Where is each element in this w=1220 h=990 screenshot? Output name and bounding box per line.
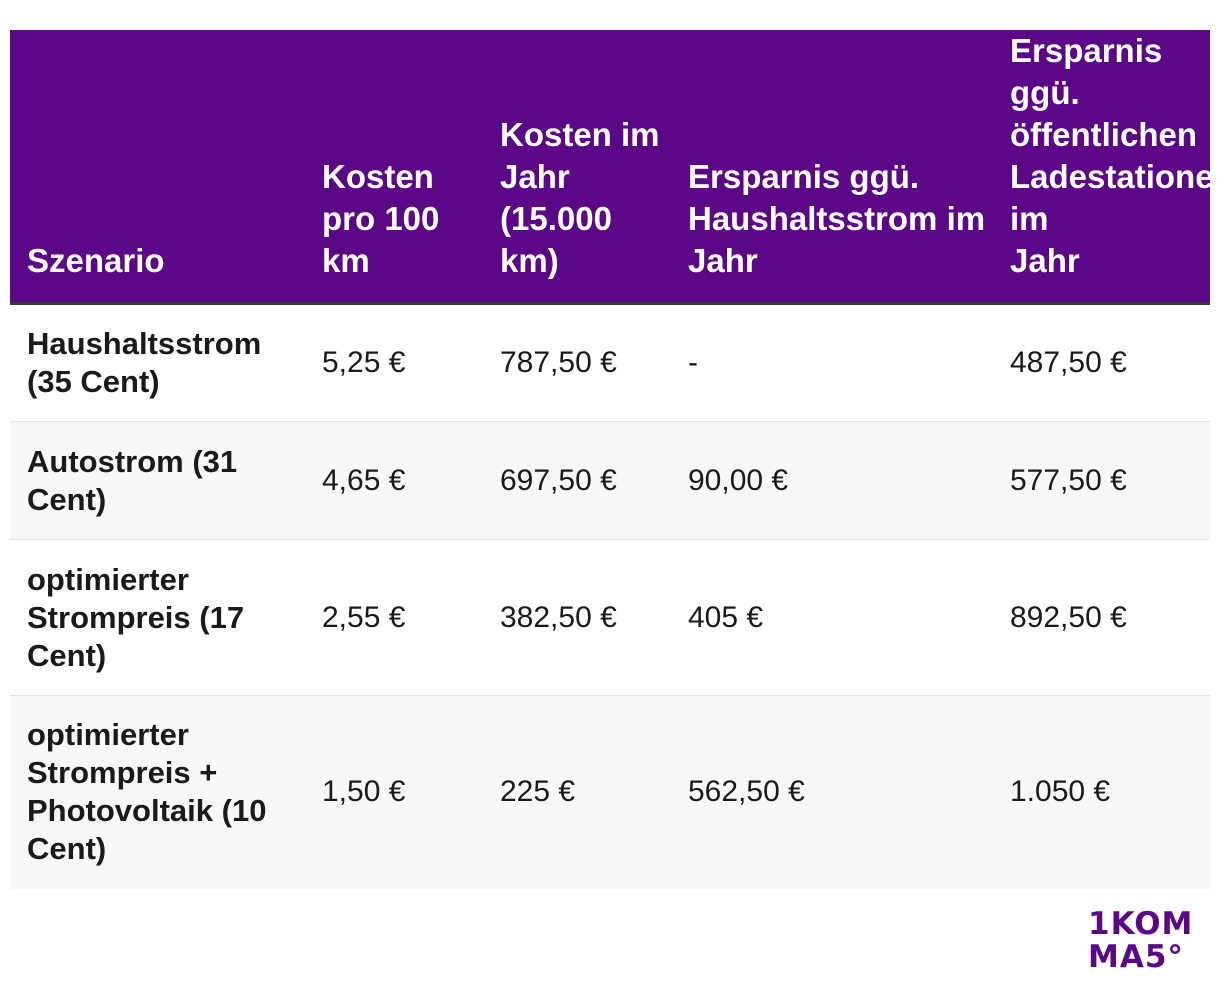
cell-savings-vs-household: - xyxy=(671,303,993,422)
header-row: Szenario Kosten pro 100 km Kosten im Jah… xyxy=(10,30,1210,304)
price-comparison-table-container: Szenario Kosten pro 100 km Kosten im Jah… xyxy=(10,30,1210,889)
cell-savings-vs-household: 90,00 € xyxy=(671,421,993,540)
logo-line-2: MA5° xyxy=(1088,939,1184,975)
cell-cost-per-year: 225 € xyxy=(483,695,671,889)
table-header: Szenario Kosten pro 100 km Kosten im Jah… xyxy=(10,30,1210,304)
cell-scenario: optimierter Strompreis (17 Cent) xyxy=(10,539,305,696)
table-row: optimierter Strompreis + Photovoltaik (1… xyxy=(10,695,1210,889)
cell-savings-vs-public: 577,50 € xyxy=(993,421,1210,540)
cell-cost-per-100km: 4,65 € xyxy=(305,421,483,540)
cell-cost-per-year: 697,50 € xyxy=(483,421,671,540)
cell-savings-vs-public: 892,50 € xyxy=(993,539,1210,696)
header-savings-vs-household: Ersparnis ggü. Haushaltsstrom im Jahr xyxy=(688,158,986,279)
header-cost-per-year: Kosten im Jahr (15.000 km) xyxy=(500,116,660,279)
cell-savings-vs-household: 405 € xyxy=(671,539,993,696)
header-savings-vs-public: Ersparnisggü.öffentlichenLadestationenim… xyxy=(1010,32,1210,279)
header-scenario: Szenario xyxy=(27,242,165,279)
table-row: Autostrom (31 Cent) 4,65 € 697,50 € 90,0… xyxy=(10,421,1210,540)
header-cost-per-100km: Kosten pro 100 km xyxy=(322,158,440,279)
cell-cost-per-year: 382,50 € xyxy=(483,539,671,696)
table-body: Haushaltsstrom (35 Cent) 5,25 € 787,50 €… xyxy=(10,303,1210,889)
cell-cost-per-100km: 5,25 € xyxy=(305,303,483,422)
cell-cost-per-100km: 1,50 € xyxy=(305,695,483,889)
table-row: Haushaltsstrom (35 Cent) 5,25 € 787,50 €… xyxy=(10,303,1210,422)
table-row: optimierter Strompreis (17 Cent) 2,55 € … xyxy=(10,539,1210,696)
cell-cost-per-year: 787,50 € xyxy=(483,303,671,422)
cell-savings-vs-public: 487,50 € xyxy=(993,303,1210,422)
cell-scenario: Haushaltsstrom (35 Cent) xyxy=(10,303,305,422)
cell-savings-vs-household: 562,50 € xyxy=(671,695,993,889)
cell-scenario: Autostrom (31 Cent) xyxy=(10,421,305,540)
cell-savings-vs-public: 1.050 € xyxy=(993,695,1210,889)
price-comparison-table: Szenario Kosten pro 100 km Kosten im Jah… xyxy=(10,30,1210,889)
brand-logo: 1KOM MA5° xyxy=(1088,908,1208,974)
logo-line-1: 1KOM xyxy=(1088,906,1194,942)
cell-cost-per-100km: 2,55 € xyxy=(305,539,483,696)
cell-scenario: optimierter Strompreis + Photovoltaik (1… xyxy=(10,695,305,889)
